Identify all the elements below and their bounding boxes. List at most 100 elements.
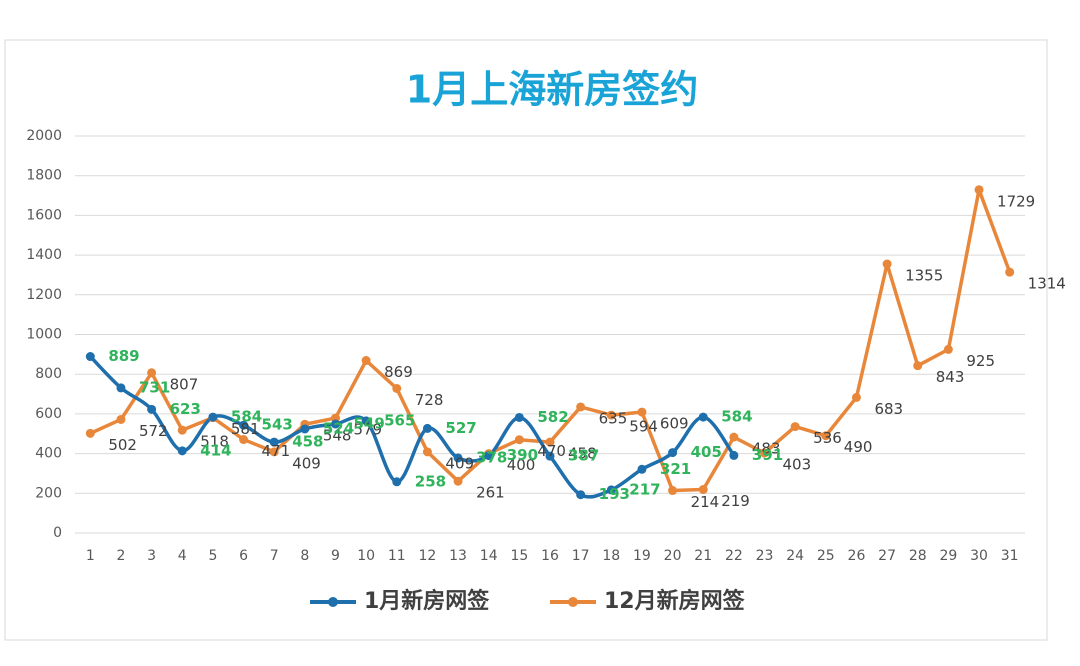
data-point: [453, 453, 463, 463]
legend-label: 1月新房网签: [364, 588, 490, 614]
x-tick-label: 21: [694, 548, 712, 564]
data-point: [606, 410, 616, 420]
data-point: [606, 485, 616, 495]
y-tick-label: 400: [35, 446, 62, 462]
data-label: 321: [660, 460, 691, 478]
data-label: 584: [231, 408, 262, 426]
x-tick-label: 28: [909, 548, 927, 564]
data-label: 414: [200, 441, 231, 459]
x-tick-label: 15: [510, 548, 528, 564]
data-point: [637, 464, 647, 474]
data-point: [943, 344, 953, 354]
data-point: [514, 435, 524, 445]
data-point: [208, 412, 218, 422]
x-tick-label: 26: [848, 548, 866, 564]
data-label: 623: [170, 400, 201, 418]
x-tick-label: 30: [970, 548, 988, 564]
x-tick-label: 8: [300, 548, 309, 564]
data-label: 409: [292, 454, 321, 472]
data-label: 584: [721, 408, 752, 426]
data-label: 391: [752, 446, 783, 464]
data-point: [453, 476, 463, 486]
data-label: 889: [108, 347, 139, 365]
y-tick-label: 1800: [26, 168, 62, 184]
data-point: [974, 185, 984, 195]
data-point: [882, 259, 892, 269]
x-tick-label: 23: [756, 548, 774, 564]
data-point: [851, 392, 861, 402]
data-label: 483: [752, 440, 781, 458]
x-tick-label: 18: [602, 548, 620, 564]
data-point: [147, 404, 157, 414]
chart-frame: [4, 39, 1048, 641]
data-point: [729, 432, 739, 442]
data-point: [484, 451, 494, 461]
x-tick-label: 4: [178, 548, 187, 564]
x-tick-label: 3: [147, 548, 156, 564]
data-label: 731: [139, 378, 170, 396]
legend-marker: [328, 597, 338, 607]
x-tick-label: 20: [664, 548, 682, 564]
x-tick-label: 25: [817, 548, 835, 564]
data-label: 683: [874, 400, 903, 418]
data-point: [85, 352, 95, 362]
data-label: 925: [966, 352, 995, 370]
y-tick-label: 800: [35, 366, 62, 382]
x-tick-label: 6: [239, 548, 248, 564]
data-point: [392, 383, 402, 393]
data-label: 1314: [1028, 275, 1066, 293]
data-label: 387: [568, 447, 599, 465]
data-label: 470: [537, 442, 566, 460]
data-label: 518: [200, 433, 229, 451]
chart-title: 1月上海新房签约: [406, 68, 698, 112]
data-point: [668, 486, 678, 496]
data-label: 536: [813, 429, 842, 447]
data-label: 594: [629, 418, 658, 436]
y-tick-label: 1000: [26, 327, 62, 343]
x-tick-label: 10: [357, 548, 375, 564]
data-point: [422, 447, 432, 457]
data-label: 728: [415, 391, 444, 409]
data-point: [361, 356, 371, 366]
data-label: 390: [507, 446, 538, 464]
data-label: 214: [691, 493, 720, 511]
data-label: 193: [599, 485, 630, 503]
x-tick-label: 11: [388, 548, 406, 564]
x-tick-label: 13: [449, 548, 467, 564]
data-label: 524: [323, 419, 354, 437]
data-label: 471: [262, 442, 291, 460]
y-tick-label: 1600: [26, 207, 62, 223]
x-tick-label: 22: [725, 548, 743, 564]
data-label: 458: [292, 433, 323, 451]
x-tick-label: 29: [939, 548, 957, 564]
data-label: 843: [936, 368, 965, 386]
data-point: [545, 451, 555, 461]
data-point: [1005, 267, 1015, 277]
data-label: 565: [384, 411, 415, 429]
y-tick-label: 2000: [26, 128, 62, 144]
data-point: [576, 490, 586, 500]
x-tick-label: 12: [419, 548, 437, 564]
data-point: [116, 383, 126, 393]
data-label: 527: [445, 419, 476, 437]
data-point: [330, 419, 340, 429]
y-tick-label: 0: [53, 525, 62, 541]
data-point: [729, 450, 739, 460]
data-point: [698, 412, 708, 422]
data-point: [239, 420, 249, 430]
x-tick-label: 31: [1001, 548, 1019, 564]
data-point: [514, 412, 524, 422]
data-label: 1355: [905, 267, 943, 285]
data-label: 549: [353, 415, 384, 433]
x-tick-label: 17: [572, 548, 590, 564]
data-point: [545, 437, 555, 447]
data-point: [300, 424, 310, 434]
data-point: [116, 414, 126, 424]
data-label: 609: [660, 415, 689, 433]
x-tick-label: 1: [86, 548, 95, 564]
x-tick-label: 2: [117, 548, 126, 564]
x-tick-label: 14: [480, 548, 498, 564]
legend-marker: [568, 597, 578, 607]
y-tick-label: 1200: [26, 287, 62, 303]
data-point: [177, 446, 187, 456]
